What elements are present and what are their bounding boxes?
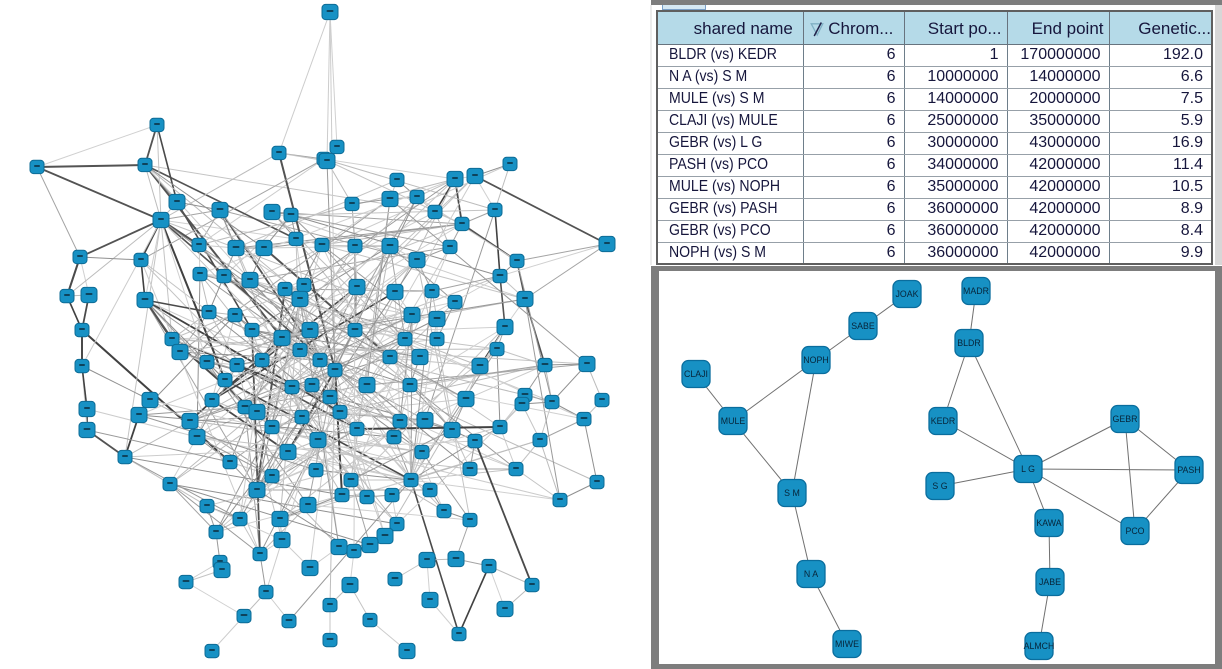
svg-text:MIWE: MIWE bbox=[835, 639, 859, 649]
svg-text:JOAK: JOAK bbox=[896, 289, 919, 299]
svg-text:KEDR: KEDR bbox=[931, 416, 955, 426]
svg-text:SABE: SABE bbox=[851, 321, 875, 331]
svg-text:KAWA: KAWA bbox=[1036, 518, 1061, 528]
svg-text:S G: S G bbox=[932, 481, 947, 491]
svg-text:MADR: MADR bbox=[963, 286, 989, 296]
svg-text:L G: L G bbox=[1021, 464, 1035, 474]
svg-text:MULE: MULE bbox=[721, 416, 746, 426]
svg-text:N A: N A bbox=[804, 569, 818, 579]
svg-text:NOPH: NOPH bbox=[803, 355, 828, 365]
svg-text:JABE: JABE bbox=[1039, 577, 1061, 587]
svg-text:GEBR: GEBR bbox=[1113, 414, 1138, 424]
svg-text:PASH: PASH bbox=[1177, 465, 1200, 475]
svg-text:BLDR: BLDR bbox=[957, 338, 980, 348]
svg-text:CLAJI: CLAJI bbox=[684, 369, 708, 379]
svg-text:S M: S M bbox=[784, 488, 800, 498]
svg-text:PCO: PCO bbox=[1125, 526, 1144, 536]
svg-text:ALMCH: ALMCH bbox=[1024, 641, 1055, 651]
